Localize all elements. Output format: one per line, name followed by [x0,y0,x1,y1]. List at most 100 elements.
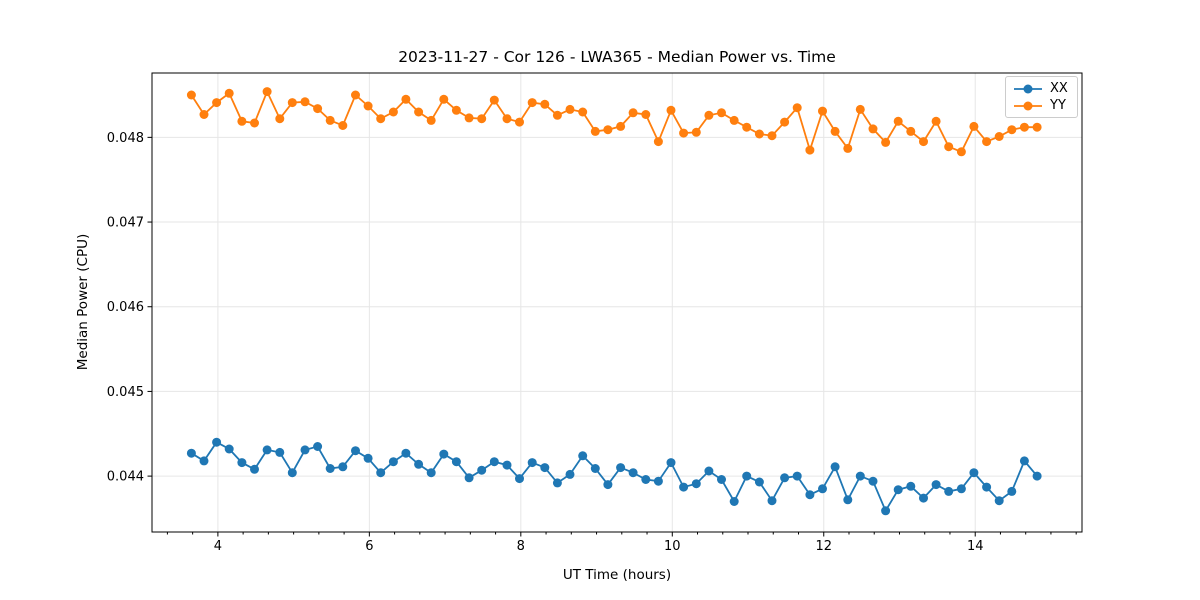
data-point-yy [855,104,865,114]
data-point-yy [578,107,588,117]
data-point-yy [1019,122,1029,132]
data-point-yy [262,87,272,97]
data-point-xx [351,446,360,456]
x-tick-label: 6 [365,539,373,554]
data-point-yy [414,107,424,117]
data-point-yy [792,103,802,113]
data-point-xx [944,486,954,496]
data-point-xx [1007,486,1017,496]
data-point-yy [628,108,638,118]
data-point-xx [843,495,853,505]
data-point-xx [729,497,739,506]
data-point-xx [300,445,310,455]
data-point-xx [691,479,701,489]
legend-item-yy: YY [1013,99,1068,112]
data-point-xx [628,468,638,478]
x-tick-label: 12 [815,539,832,554]
data-point-yy [944,142,954,152]
data-point-xx [338,462,348,472]
data-point-yy [527,98,537,108]
data-point-yy [805,145,815,155]
data-point-xx [969,468,979,478]
data-point-yy [489,95,499,105]
data-point-yy [780,117,790,127]
data-point-yy [868,124,878,134]
data-point-xx [237,458,247,468]
y-axis-label: Median Power (CPU) [75,234,91,370]
data-point-yy [982,137,992,147]
data-point-yy [704,110,714,120]
data-point-yy [1007,125,1017,135]
data-point-xx [893,485,903,495]
data-point-yy [1032,122,1042,132]
data-point-xx [565,469,575,479]
data-point-yy [590,126,600,136]
data-point-xx [616,463,626,473]
data-point-yy [565,104,575,114]
data-point-yy [325,115,335,125]
data-point-yy [742,122,752,132]
chart-title: 2023-11-27 - Cor 126 - LWA365 - Median P… [398,48,836,66]
data-point-yy [641,110,651,119]
data-point-xx [742,471,752,481]
x-tick-label: 14 [967,539,984,554]
data-point-xx [578,451,588,461]
plot-border [151,72,1083,533]
data-point-xx [376,468,386,478]
data-point-xx [792,471,802,481]
tick-labels: 0.044 0.045 0.046 0.047 0.048 4 6 8 10 12 14 [107,131,984,554]
data-point-xx [982,482,992,492]
data-point-xx [477,465,487,475]
data-point-yy [552,110,562,120]
legend-label-yy: YY [1050,98,1066,113]
data-point-xx [388,457,398,467]
y-tick-label: 0.045 [107,385,144,400]
data-point-yy [919,137,928,147]
data-point-yy [212,98,222,108]
data-point-xx [199,456,209,466]
data-point-xx [704,466,714,476]
legend-marker-xx-icon [1014,84,1042,93]
data-point-yy [666,105,676,115]
data-point-xx [805,490,815,500]
data-point-yy [186,90,196,100]
data-point-yy [388,107,398,117]
series-line-yy [190,89,1038,154]
data-point-yy [313,104,323,114]
data-point-xx [641,475,651,484]
data-point-yy [830,126,840,136]
axis-ticks [147,136,1077,537]
data-point-yy [906,126,916,136]
data-point-xx [767,496,777,506]
data-point-yy [464,113,474,123]
data-point-yy [754,129,764,139]
data-point-yy [363,101,373,111]
legend-item-xx: XX [1013,82,1068,95]
data-point-yy [994,132,1004,141]
data-point-xx [287,468,297,478]
data-point-xx [830,462,840,472]
y-tick-label: 0.044 [107,470,144,485]
data-point-xx [994,496,1004,506]
data-point-yy [477,114,487,124]
x-tick-label: 10 [664,539,681,554]
data-point-xx [451,457,461,467]
legend: XX YY [1005,76,1078,118]
data-point-xx [325,464,335,473]
data-point-xx [502,460,512,470]
data-point-xx [527,458,537,468]
data-point-xx [401,448,411,458]
data-point-yy [616,121,626,131]
data-point-yy [843,143,853,153]
data-point-yy [515,117,524,127]
data-point-xx [464,473,474,483]
data-point-xx [540,463,550,473]
data-point-xx [653,476,663,486]
data-point-xx [489,457,499,467]
data-point-xx [552,478,562,488]
data-point-xx [224,444,234,454]
x-tick-label: 4 [214,539,222,554]
data-point-yy [893,116,903,126]
